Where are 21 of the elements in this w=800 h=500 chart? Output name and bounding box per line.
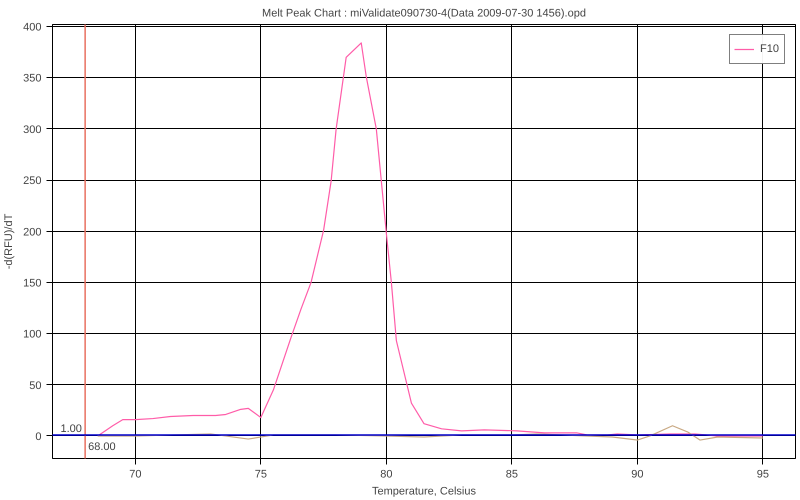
- legend-label: F10: [760, 43, 780, 55]
- y-tick-label: 350: [23, 72, 42, 85]
- x-tick-label: 70: [129, 468, 142, 480]
- x-tick-label: 95: [756, 468, 769, 480]
- x-axis-title: Temperature, Celsius: [372, 486, 476, 498]
- x-tick-label: 85: [506, 468, 518, 480]
- x-tick-label: 80: [380, 468, 392, 480]
- x-tick-label: 75: [254, 468, 267, 480]
- y-tick-label: 150: [23, 277, 42, 290]
- y-tick-label: 400: [23, 22, 42, 34]
- y-axis-title: -d(RFU)/dT: [3, 213, 16, 270]
- y-tick-label: 100: [23, 328, 42, 341]
- y-tick-label: 50: [29, 380, 42, 392]
- chart-title: Melt Peak Chart : miValidate090730-4(Data 2009-07-30 1456).opd: [262, 8, 586, 20]
- y-tick-label: 200: [23, 226, 42, 238]
- ref-line-label: 68.00: [88, 440, 116, 453]
- y-tick-label: 0: [35, 430, 42, 443]
- x-tick-label: 90: [631, 468, 644, 480]
- ref-line-label: 1.00: [60, 422, 82, 435]
- y-tick-label: 300: [23, 124, 42, 136]
- y-tick-label: 250: [23, 175, 42, 188]
